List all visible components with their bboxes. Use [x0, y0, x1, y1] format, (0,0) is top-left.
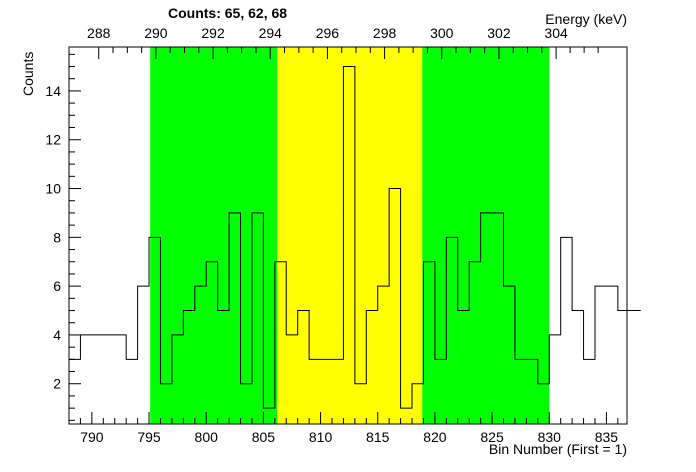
y-axis: 2 4 6 8 10 12 14: [45, 53, 81, 421]
x2-axis-label: Energy (keV): [545, 11, 627, 27]
x-tick-label: 830: [538, 429, 562, 445]
y-tick-label: 2: [53, 376, 61, 392]
chart-title: Counts: 65, 62, 68: [168, 5, 288, 21]
x2-axis: 288 290 292 294 296 298 300 302 304: [87, 25, 599, 59]
x-tick-label: 800: [195, 429, 219, 445]
x-tick-label: 795: [137, 429, 161, 445]
x2-tick-label: 294: [259, 25, 283, 41]
y-tick-label: 8: [53, 229, 61, 245]
plot-frame: [68, 46, 628, 425]
x-axis: 790 795 800 805 810 815 820 825 830 835: [68, 412, 619, 445]
histogram-line: [69, 66, 641, 409]
y-tick-label: 4: [53, 327, 61, 343]
x2-tick-label: 290: [144, 25, 168, 41]
x2-tick-label: 300: [430, 25, 454, 41]
region-2: [422, 47, 550, 424]
y-tick-label: 10: [45, 181, 61, 197]
x2-tick-label: 288: [87, 25, 111, 41]
x2-tick-label: 304: [544, 25, 568, 41]
x-tick-label: 790: [80, 429, 104, 445]
x-tick-label: 825: [480, 429, 504, 445]
x2-tick-label: 296: [316, 25, 340, 41]
x2-tick-label: 292: [201, 25, 225, 41]
x-tick-label: 805: [252, 429, 276, 445]
highlight-regions: [150, 47, 550, 424]
y-tick-label: 14: [45, 83, 61, 99]
histogram-step-line: [69, 66, 641, 409]
x-tick-label: 820: [423, 429, 447, 445]
y-tick-label: 6: [53, 278, 61, 294]
region-0: [150, 47, 278, 424]
y-axis-label: Counts: [20, 51, 36, 96]
x-tick-label: 815: [366, 429, 390, 445]
x2-tick-label: 302: [487, 25, 511, 41]
x-axis-label: Bin Number (First = 1): [488, 441, 627, 457]
region-1: [277, 47, 423, 424]
x2-tick-label: 298: [373, 25, 397, 41]
x-tick-label: 810: [309, 429, 333, 445]
y-tick-label: 12: [45, 132, 61, 148]
x-tick-label: 835: [595, 429, 619, 445]
